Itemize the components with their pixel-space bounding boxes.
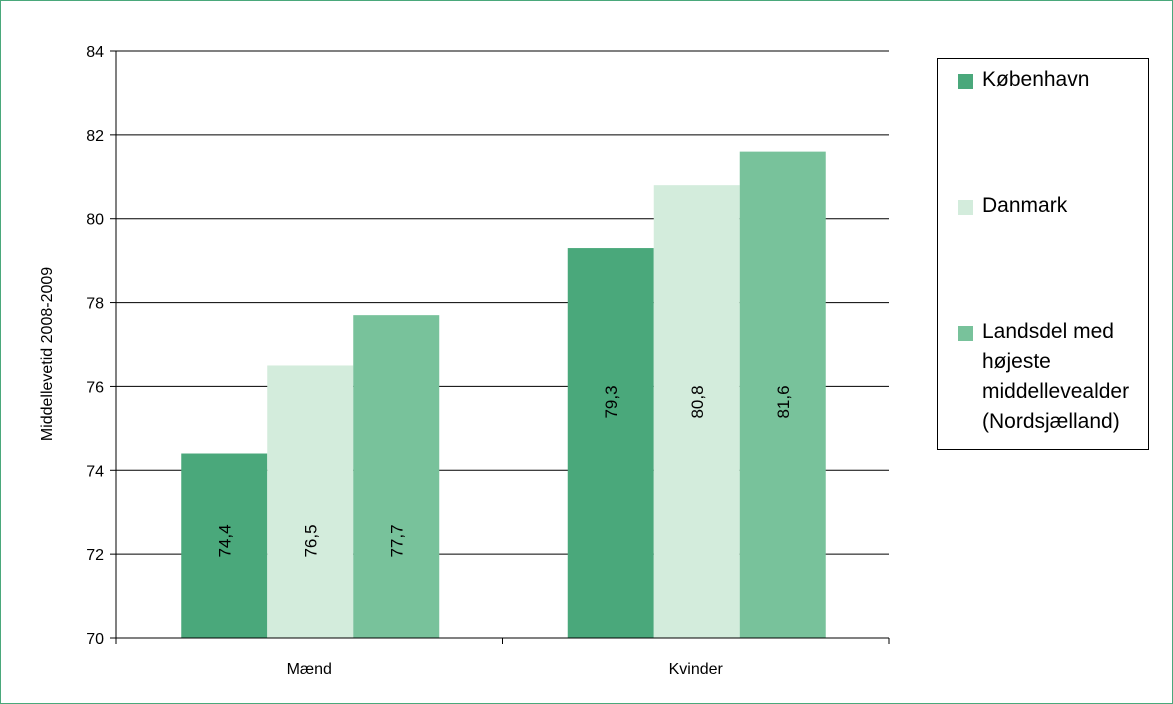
legend-label: Danmark: [982, 194, 1068, 217]
bar: [567, 248, 654, 639]
y-tick-label: 76: [86, 379, 104, 396]
legend-label: Landsdel med højeste middellevealder (No…: [982, 320, 1130, 433]
data-label: 80,8: [688, 385, 707, 418]
bar: [653, 185, 740, 638]
axes: 70 72 74 76 78 80 82 84 Mænd Kvinder: [86, 44, 890, 678]
legend-swatch-kobenhavn: [958, 74, 973, 89]
legend-label: København: [982, 68, 1090, 91]
y-tick-label: 74: [86, 463, 104, 480]
data-label: 77,7: [387, 524, 406, 557]
y-axis-title: Middellevetid 2008-2009: [39, 267, 56, 441]
data-label: 79,3: [602, 385, 621, 418]
data-label: 76,5: [301, 524, 320, 557]
legend: København Danmark Landsdel med højeste m…: [937, 58, 1149, 450]
bars: [181, 151, 826, 639]
data-label: 81,6: [774, 385, 793, 418]
x-tick-label: Kvinder: [669, 661, 724, 678]
y-tick-label: 70: [86, 631, 104, 648]
y-tick-label: 72: [86, 547, 104, 564]
y-tick-label: 84: [86, 44, 104, 61]
x-tick-label: Mænd: [287, 661, 332, 678]
data-label: 74,4: [215, 524, 234, 557]
bar: [267, 365, 354, 638]
bar: [353, 315, 440, 638]
legend-swatch-landsdel: [958, 326, 973, 341]
bar: [739, 151, 826, 638]
legend-swatch-danmark: [958, 200, 973, 215]
y-tick-label: 80: [86, 212, 104, 229]
data-labels: 74,4 76,5 77,7 79,3 80,8 81,6: [215, 385, 793, 557]
y-tick-label: 82: [86, 128, 104, 145]
bar: [181, 453, 268, 638]
y-tick-label: 78: [86, 296, 104, 313]
